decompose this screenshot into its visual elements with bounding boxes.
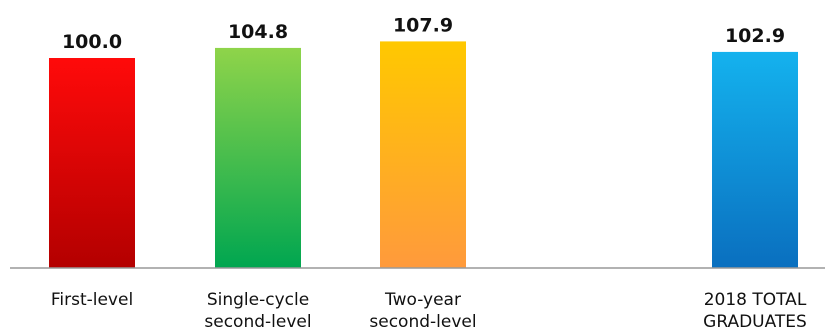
value-label-3: 102.9 [725,25,785,47]
bar-2 [380,41,466,268]
category-label-line: Two-year [384,290,461,310]
category-label-line: 2018 TOTAL [704,290,807,310]
category-label-2: Two-year second-level [369,290,476,332]
category-label-line: Single-cycle [207,290,309,310]
category-label-3: 2018 TOTAL GRADUATES [703,290,807,332]
category-label-line: second-level [204,312,311,332]
category-label-line: GRADUATES [703,312,807,332]
value-labels-group: 100.0 104.8 107.9 102.9 [62,14,785,53]
value-label-2: 107.9 [393,14,453,36]
category-label-0: First-level [51,290,133,310]
value-label-1: 104.8 [228,21,288,43]
category-label-line: First-level [51,290,133,310]
bars-group [49,41,798,268]
category-labels-group: First-level Single-cycle second-levelTwo-y… [51,290,807,332]
value-label-0: 100.0 [62,31,122,53]
category-label-line: second-level [369,312,476,332]
bar-3 [712,51,798,268]
category-label-1: Single-cycle second-level [204,290,311,332]
bar-0 [49,58,135,268]
bar-1 [215,47,301,268]
